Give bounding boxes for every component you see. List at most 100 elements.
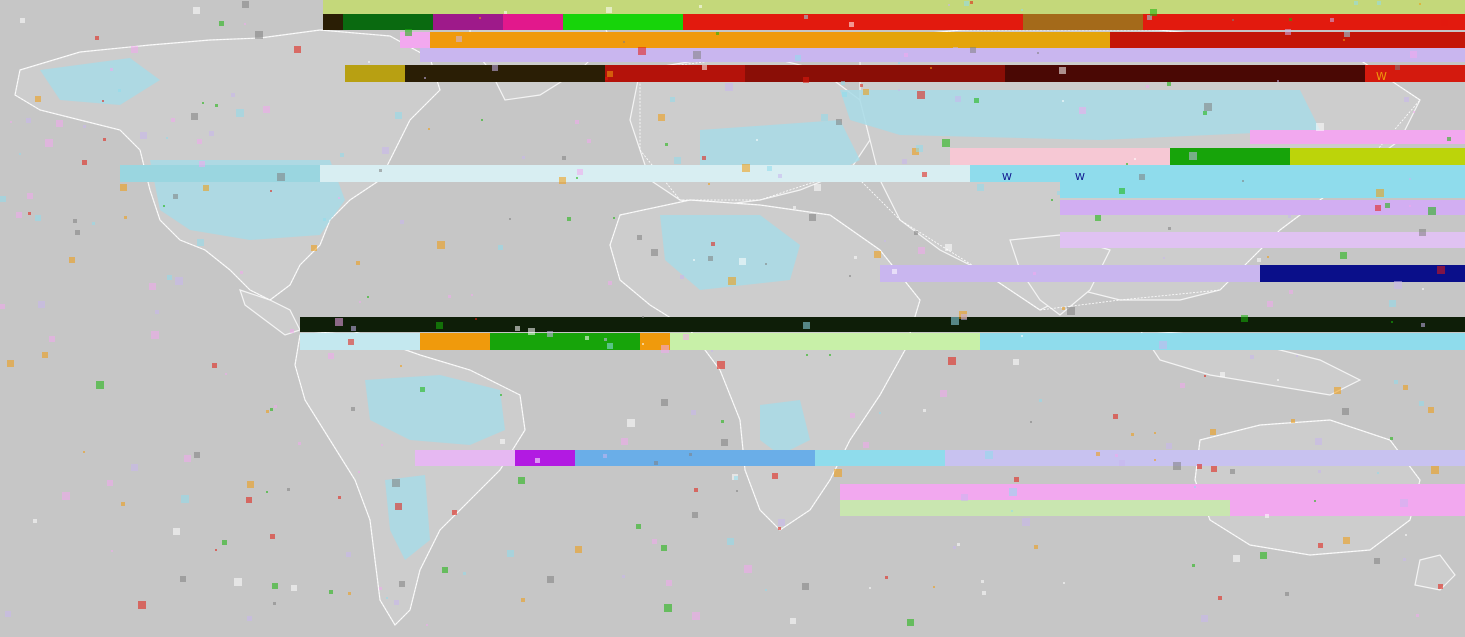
noise-speck <box>863 89 869 95</box>
noise-speck <box>1343 39 1345 41</box>
noise-speck <box>898 62 900 64</box>
noise-speck <box>255 31 263 39</box>
noise-speck <box>576 177 578 179</box>
data-stripe <box>1230 500 1465 516</box>
noise-speck <box>622 575 625 578</box>
noise-speck <box>1376 189 1384 197</box>
map-marker-label: W <box>1002 172 1012 183</box>
noise-speck <box>1267 256 1269 258</box>
noise-speck <box>842 92 847 97</box>
noise-speck <box>191 113 198 120</box>
noise-speck <box>437 241 445 249</box>
noise-speck <box>841 81 845 85</box>
noise-speck <box>721 439 728 446</box>
noise-speck <box>680 275 684 279</box>
noise-speck <box>149 283 156 290</box>
noise-speck <box>140 132 147 139</box>
noise-speck <box>1413 111 1415 113</box>
noise-speck <box>1405 534 1407 536</box>
noise-speck <box>359 301 361 303</box>
data-stripe <box>840 484 1465 500</box>
noise-speck <box>1334 387 1341 394</box>
noise-speck <box>121 502 125 506</box>
noise-speck <box>392 479 400 487</box>
noise-speck <box>234 578 242 586</box>
data-stripe <box>815 450 945 466</box>
data-stripe <box>320 165 970 182</box>
noise-speck <box>1011 510 1013 512</box>
noise-speck <box>945 244 952 251</box>
noise-speck <box>1344 31 1350 37</box>
noise-speck <box>1431 466 1439 474</box>
noise-speck <box>860 84 863 87</box>
data-stripe <box>840 500 1230 516</box>
noise-speck <box>1218 596 1222 600</box>
noise-speck <box>386 597 388 599</box>
noise-speck <box>981 580 984 583</box>
noise-speck <box>184 455 191 462</box>
noise-speck <box>33 519 37 523</box>
noise-speck <box>379 169 382 172</box>
noise-speck <box>382 147 389 154</box>
noise-speck <box>212 363 217 368</box>
noise-speck <box>547 576 554 583</box>
noise-speck <box>974 98 979 103</box>
noise-speck <box>1014 477 1019 482</box>
noise-speck <box>693 259 695 261</box>
noise-speck <box>716 32 719 35</box>
noise-speck <box>1330 18 1334 22</box>
noise-speck <box>96 381 104 389</box>
data-stripe <box>1260 265 1465 282</box>
noise-speck <box>215 549 217 551</box>
noise-speck <box>10 121 12 123</box>
noise-speck <box>1267 301 1273 307</box>
noise-speck <box>1079 107 1086 114</box>
noise-speck <box>1059 67 1066 74</box>
noise-speck <box>1233 555 1240 562</box>
noise-speck <box>155 310 159 314</box>
noise-speck <box>522 156 525 159</box>
noise-speck <box>19 153 21 155</box>
noise-speck <box>1057 191 1061 195</box>
noise-speck <box>1340 252 1347 259</box>
noise-speck <box>329 590 333 594</box>
noise-speck <box>691 410 696 415</box>
data-stripe <box>415 450 515 466</box>
noise-speck <box>535 458 540 463</box>
noise-speck <box>400 365 402 367</box>
noise-speck <box>977 184 984 191</box>
noise-speck <box>951 317 959 325</box>
noise-speck <box>793 206 796 209</box>
noise-speck <box>1315 438 1322 445</box>
noise-speck <box>222 540 227 545</box>
data-stripe <box>490 333 640 350</box>
noise-speck <box>869 587 871 589</box>
data-stripe <box>345 65 405 82</box>
noise-speck <box>1377 472 1379 474</box>
noise-speck <box>699 5 702 8</box>
noise-speck <box>340 153 344 157</box>
noise-speck <box>219 21 224 26</box>
noise-speck <box>1062 307 1065 310</box>
noise-speck <box>75 230 80 235</box>
noise-speck <box>498 245 503 250</box>
data-stripe <box>945 450 1465 466</box>
noise-speck <box>1410 51 1417 58</box>
noise-speck <box>507 550 514 557</box>
noise-speck <box>83 125 86 128</box>
noise-speck <box>356 261 360 265</box>
noise-speck <box>49 336 55 342</box>
noise-speck <box>346 552 351 557</box>
noise-speck <box>1113 414 1118 419</box>
noise-speck <box>1154 459 1156 461</box>
noise-speck <box>608 281 612 285</box>
noise-speck <box>955 96 961 102</box>
data-stripe <box>575 450 815 466</box>
data-stripe <box>563 14 683 30</box>
noise-speck <box>1241 315 1248 322</box>
noise-speck <box>917 91 925 99</box>
noise-speck <box>957 543 960 546</box>
noise-speck <box>1394 281 1402 289</box>
noise-speck <box>1441 19 1448 26</box>
noise-speck <box>231 93 235 97</box>
